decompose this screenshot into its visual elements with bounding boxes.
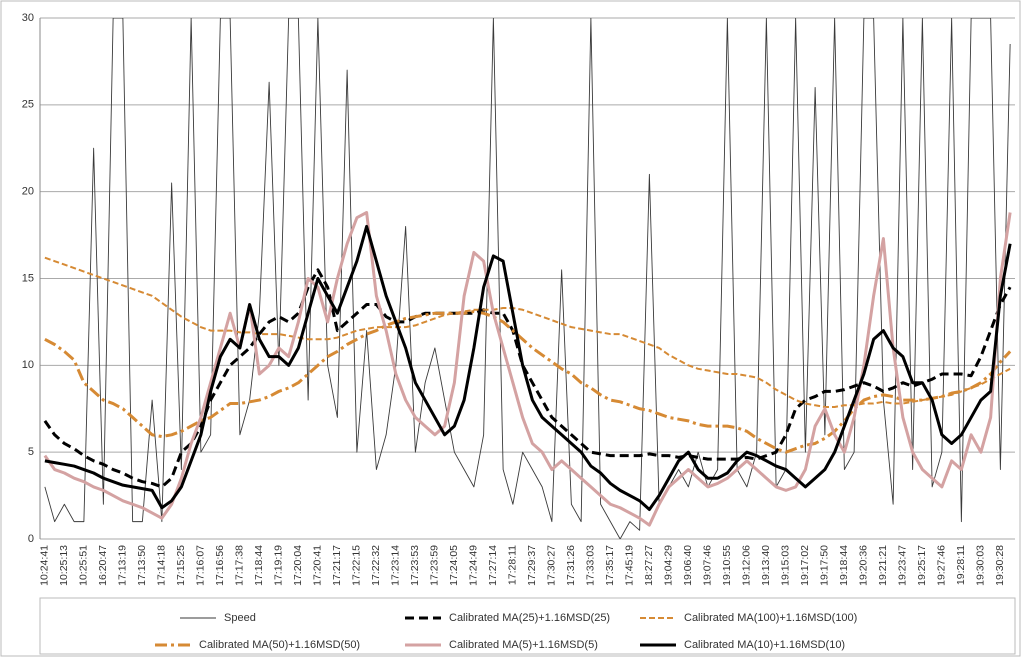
x-tick-label: 17:28:11 xyxy=(507,545,519,585)
x-tick-label: 17:20:41 xyxy=(312,545,324,586)
x-tick-label: 17:23:53 xyxy=(409,545,421,586)
x-tick-label: 10:25:51 xyxy=(78,545,90,586)
x-tick-label: 19:20:36 xyxy=(858,545,870,586)
x-tick-label: 19:13:40 xyxy=(760,545,772,586)
x-tick-label: 19:28:11 xyxy=(955,545,967,585)
x-tick-label: 10:24:41 xyxy=(39,545,51,586)
series-line xyxy=(44,256,1011,409)
x-tick-label: 19:30:03 xyxy=(975,545,987,586)
y-tick-label: 25 xyxy=(22,99,34,111)
x-tick-label: 19:18:44 xyxy=(838,545,850,586)
x-tick-label: 17:14:18 xyxy=(156,545,168,586)
y-tick-label: 10 xyxy=(22,359,34,371)
x-tick-label: 17:35:17 xyxy=(604,545,616,586)
x-tick-label: 17:16:56 xyxy=(214,545,226,586)
x-tick-label: 17:22:15 xyxy=(351,545,363,586)
x-tick-label: 17:31:26 xyxy=(565,545,577,586)
y-tick-label: 0 xyxy=(28,533,34,545)
x-tick-label: 17:30:27 xyxy=(546,545,558,586)
x-tick-label: 17:24:49 xyxy=(468,545,480,586)
series-line xyxy=(44,224,1012,511)
x-tick-label: 17:29:37 xyxy=(526,545,538,586)
legend-label: Calibrated MA(50)+1.16MSD(50) xyxy=(199,639,360,651)
x-tick-label: 10:25:13 xyxy=(58,545,70,586)
plot-area xyxy=(43,18,1012,539)
legend-label: Speed xyxy=(224,612,256,624)
x-tick-label: 19:15:03 xyxy=(780,545,792,586)
x-tick-label: 17:17:38 xyxy=(234,545,246,586)
x-tick-label: 17:13:50 xyxy=(136,545,148,586)
x-tick-label: 17:15:25 xyxy=(175,545,187,586)
x-tick-label: 19:06:40 xyxy=(682,545,694,586)
legend-label: Calibrated MA(25)+1.16MSD(25) xyxy=(449,612,610,624)
x-tick-label: 19:04:29 xyxy=(663,545,675,586)
x-tick-label: 17:24:05 xyxy=(448,545,460,586)
x-tick-label: 19:23:47 xyxy=(897,545,909,586)
x-tick-label: 19:17:50 xyxy=(819,545,831,586)
y-tick-label: 20 xyxy=(22,186,34,198)
x-tick-label: 17:22:32 xyxy=(370,545,382,586)
x-tick-label: 19:17:02 xyxy=(799,545,811,586)
x-tick-label: 17:21:17 xyxy=(331,545,343,586)
x-tick-label: 17:23:14 xyxy=(390,545,402,586)
x-tick-label: 17:20:04 xyxy=(292,545,304,586)
x-tick-label: 17:45:19 xyxy=(624,545,636,586)
x-tick-label: 17:16:07 xyxy=(195,545,207,586)
series-line xyxy=(43,211,1012,527)
legend-label: Calibrated MA(5)+1.16MSD(5) xyxy=(449,639,598,651)
x-tick-label: 19:12:06 xyxy=(741,545,753,586)
x-tick-label: 19:30:28 xyxy=(994,545,1006,586)
x-tick-label: 17:33:03 xyxy=(585,545,597,586)
legend-frame xyxy=(39,597,1016,655)
x-tick-label: 18:27:27 xyxy=(643,545,655,586)
x-tick-label: 19:27:46 xyxy=(936,545,948,586)
x-tick-label: 19:07:46 xyxy=(702,545,714,586)
x-tick-label: 17:19:19 xyxy=(273,545,285,586)
legend-label: Calibrated MA(10)+1.16MSD(10) xyxy=(684,639,845,651)
x-tick-label: 17:27:14 xyxy=(487,545,499,586)
series-line xyxy=(44,18,1011,539)
x-tick-label: 19:10:55 xyxy=(721,545,733,586)
x-tick-label: 19:21:21 xyxy=(877,545,889,586)
y-tick-label: 30 xyxy=(22,12,34,24)
x-tick-label: 17:13:19 xyxy=(117,545,129,586)
x-tick-label: 16:20:47 xyxy=(97,545,109,586)
x-tick-label: 19:25:17 xyxy=(916,545,928,586)
y-tick-label: 5 xyxy=(28,446,34,458)
x-tick-label: 17:18:44 xyxy=(253,545,265,586)
x-tick-label: 17:23:59 xyxy=(429,545,441,586)
legend-label: Calibrated MA(100)+1.16MSD(100) xyxy=(684,612,857,624)
y-tick-label: 15 xyxy=(22,272,34,284)
